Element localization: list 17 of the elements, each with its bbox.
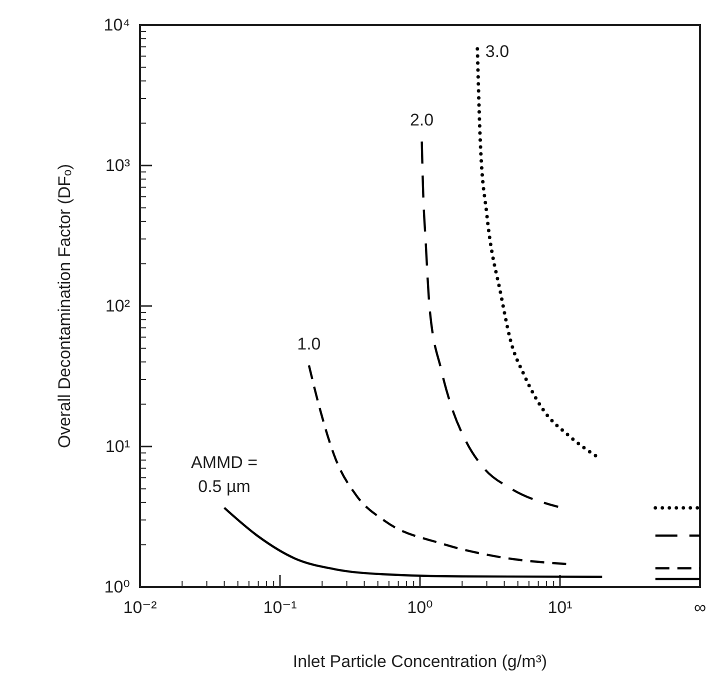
x-tick-label: 10¹ [548, 598, 573, 618]
y-tick-label: 10² [105, 296, 130, 316]
x-tick-label: 10⁻¹ [263, 598, 298, 618]
x-tick-label: ∞ [694, 598, 706, 618]
x-axis-title: Inlet Particle Concentration (g/m³) [292, 652, 548, 671]
series-label: 2.0 [410, 110, 434, 130]
x-tick-label: 10⁻² [123, 598, 158, 618]
series-label: 0.5 µm [198, 476, 250, 496]
x-tick-label: 10⁰ [407, 598, 434, 618]
y-tick-label: 10³ [105, 156, 130, 175]
y-axis-title: Overall Decontamination Factor (DFₒ) [55, 164, 74, 448]
y-tick-label: 10¹ [105, 436, 130, 456]
y-tick-label: 10⁴ [104, 15, 130, 34]
series-label: 1.0 [297, 334, 321, 354]
series-label: 3.0 [485, 42, 510, 61]
y-tick-label: 10⁰ [104, 577, 130, 596]
annotation: AMMD = [190, 452, 258, 472]
